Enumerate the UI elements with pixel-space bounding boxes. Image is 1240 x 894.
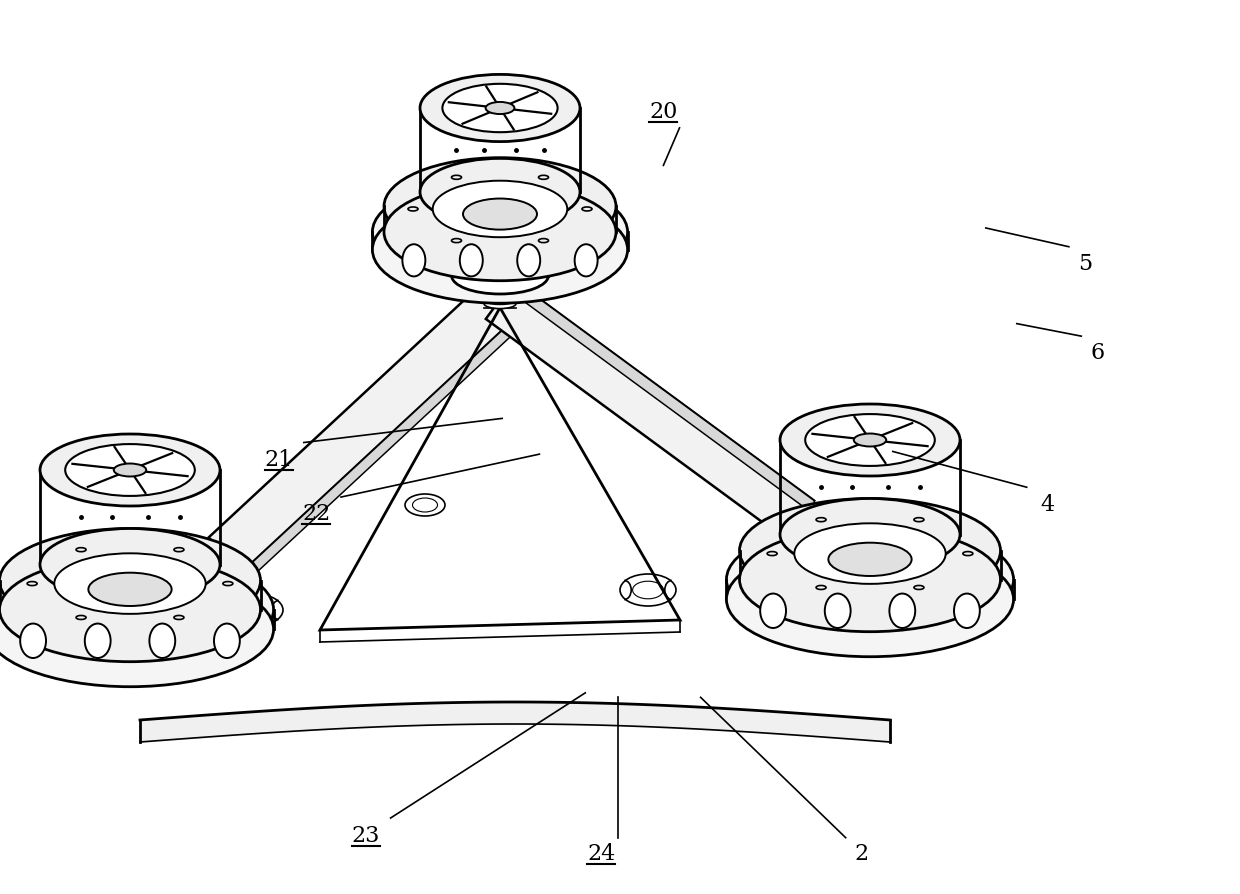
Ellipse shape (889, 594, 915, 628)
Polygon shape (515, 280, 815, 515)
Ellipse shape (475, 196, 526, 217)
Ellipse shape (372, 179, 627, 285)
Text: 23: 23 (352, 825, 379, 847)
Ellipse shape (66, 444, 195, 496)
Ellipse shape (403, 244, 425, 276)
Ellipse shape (149, 623, 175, 658)
Ellipse shape (88, 573, 171, 606)
Ellipse shape (795, 523, 946, 584)
Ellipse shape (805, 414, 935, 466)
Ellipse shape (780, 404, 960, 476)
Text: 21: 21 (265, 450, 293, 471)
Text: 5: 5 (1078, 253, 1092, 274)
Ellipse shape (954, 594, 980, 628)
Ellipse shape (854, 434, 887, 446)
Polygon shape (242, 317, 516, 586)
Text: 6: 6 (1090, 342, 1105, 364)
Ellipse shape (486, 102, 515, 114)
Ellipse shape (215, 623, 239, 658)
Ellipse shape (0, 552, 274, 667)
Ellipse shape (825, 594, 851, 628)
Ellipse shape (0, 572, 274, 687)
Ellipse shape (40, 434, 219, 506)
Ellipse shape (484, 299, 516, 308)
Ellipse shape (443, 84, 558, 132)
Ellipse shape (451, 243, 548, 280)
Ellipse shape (420, 158, 580, 225)
Ellipse shape (384, 157, 616, 255)
Ellipse shape (517, 244, 541, 276)
Ellipse shape (20, 623, 46, 658)
Ellipse shape (463, 198, 537, 230)
Ellipse shape (433, 181, 567, 237)
Ellipse shape (420, 74, 580, 141)
Text: 24: 24 (588, 843, 615, 864)
Ellipse shape (727, 542, 1013, 657)
Ellipse shape (574, 244, 598, 276)
Ellipse shape (460, 244, 482, 276)
Ellipse shape (739, 499, 1001, 603)
Ellipse shape (384, 183, 616, 281)
Ellipse shape (114, 463, 146, 477)
Ellipse shape (739, 527, 1001, 632)
Text: 2: 2 (854, 843, 869, 864)
Ellipse shape (477, 285, 522, 304)
Ellipse shape (760, 594, 786, 628)
Ellipse shape (451, 257, 548, 294)
Text: 22: 22 (303, 503, 330, 525)
Ellipse shape (372, 196, 627, 303)
Ellipse shape (727, 522, 1013, 637)
Polygon shape (208, 282, 516, 572)
Ellipse shape (0, 528, 260, 633)
Ellipse shape (40, 528, 219, 601)
Text: 4: 4 (1040, 494, 1055, 516)
Ellipse shape (780, 499, 960, 570)
Text: 20: 20 (650, 101, 677, 122)
Ellipse shape (102, 569, 159, 592)
Ellipse shape (0, 557, 260, 662)
Ellipse shape (84, 623, 110, 658)
Ellipse shape (55, 553, 206, 614)
Ellipse shape (841, 539, 899, 562)
Ellipse shape (828, 543, 911, 576)
Polygon shape (486, 280, 815, 539)
